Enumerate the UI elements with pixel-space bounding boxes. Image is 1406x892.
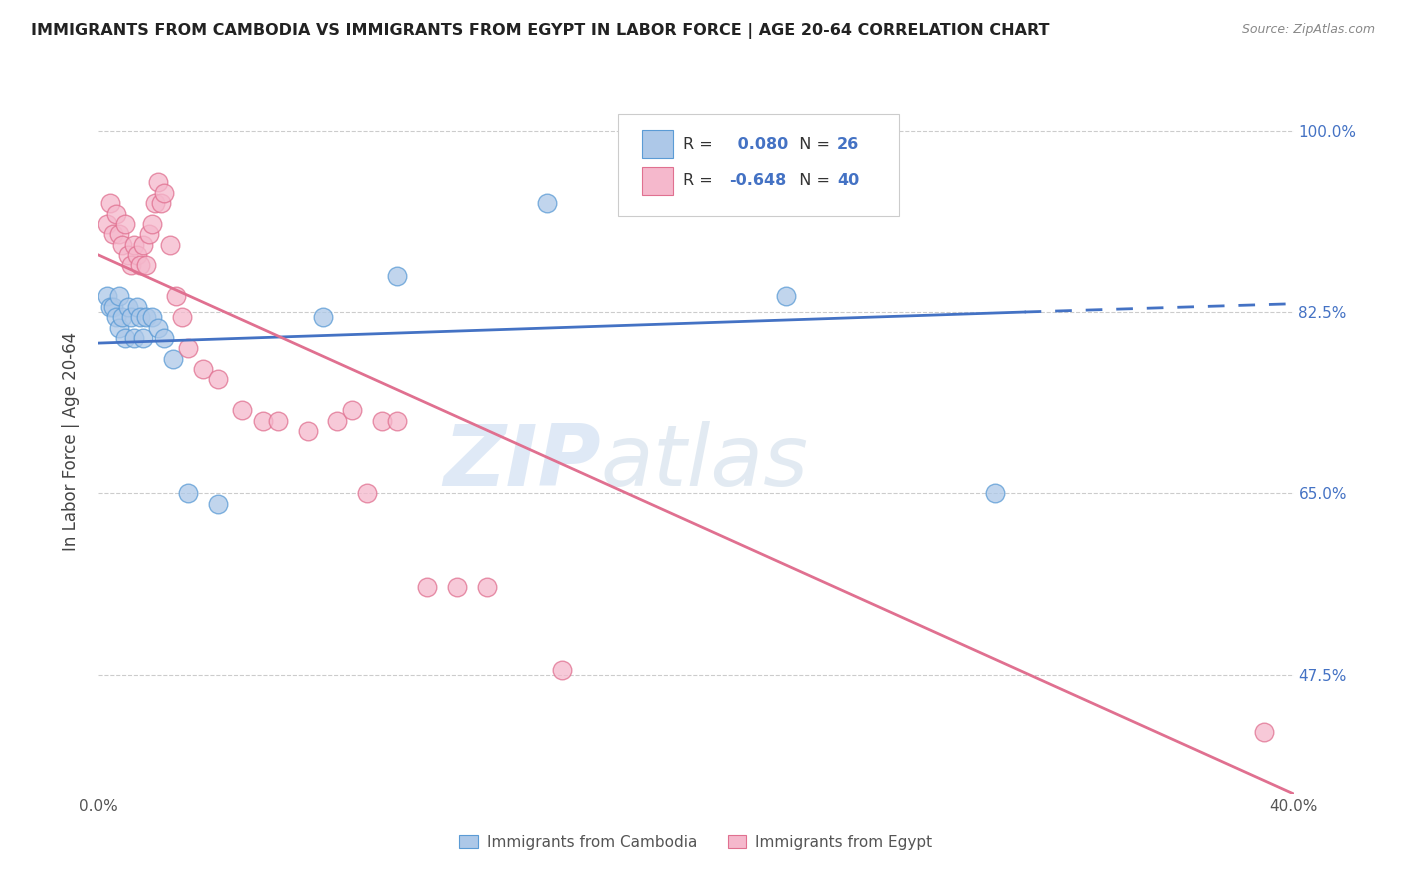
Point — [177, 486, 200, 500]
Point — [207, 497, 229, 511]
Point — [326, 414, 349, 428]
Text: N =: N = — [789, 173, 835, 188]
Point — [124, 237, 146, 252]
Point — [385, 414, 409, 428]
Point — [148, 320, 170, 334]
Point — [342, 403, 364, 417]
Point — [120, 310, 142, 325]
Text: R =: R = — [683, 173, 717, 188]
Point — [114, 217, 136, 231]
FancyBboxPatch shape — [619, 114, 900, 216]
Point — [297, 424, 319, 438]
Point — [141, 310, 163, 325]
Point — [120, 259, 142, 273]
Point — [111, 237, 134, 252]
Point — [127, 300, 149, 314]
Point — [356, 486, 378, 500]
Point — [191, 362, 214, 376]
Point — [103, 227, 125, 242]
Point — [311, 310, 333, 325]
Text: IMMIGRANTS FROM CAMBODIA VS IMMIGRANTS FROM EGYPT IN LABOR FORCE | AGE 20-64 COR: IMMIGRANTS FROM CAMBODIA VS IMMIGRANTS F… — [31, 23, 1049, 39]
Point — [117, 248, 139, 262]
Point — [150, 196, 173, 211]
Point — [177, 341, 200, 355]
Point — [103, 300, 125, 314]
Point — [135, 259, 157, 273]
Point — [129, 259, 152, 273]
Point — [98, 196, 122, 211]
Point — [984, 486, 1007, 500]
Point — [98, 300, 122, 314]
Point — [207, 372, 229, 386]
Point — [138, 227, 160, 242]
Bar — [643, 130, 673, 158]
Text: Source: ZipAtlas.com: Source: ZipAtlas.com — [1241, 23, 1375, 37]
Y-axis label: In Labor Force | Age 20-64: In Labor Force | Age 20-64 — [62, 332, 80, 551]
Text: R =: R = — [683, 136, 717, 152]
Point — [1253, 724, 1275, 739]
Point — [252, 414, 274, 428]
Point — [132, 331, 155, 345]
Point — [105, 206, 128, 220]
Point — [775, 289, 797, 303]
Point — [117, 300, 139, 314]
Point — [385, 268, 409, 283]
Text: 40: 40 — [837, 173, 859, 188]
Point — [127, 248, 149, 262]
Text: atlas: atlas — [600, 421, 808, 504]
Point — [162, 351, 184, 366]
Point — [172, 310, 194, 325]
Point — [105, 310, 128, 325]
Text: ZIP: ZIP — [443, 421, 600, 504]
Point — [153, 186, 176, 200]
Point — [159, 237, 181, 252]
Point — [108, 320, 131, 334]
Point — [96, 289, 118, 303]
Point — [231, 403, 253, 417]
Text: 0.080: 0.080 — [733, 136, 789, 152]
Point — [132, 237, 155, 252]
Point — [371, 414, 394, 428]
Legend: Immigrants from Cambodia, Immigrants from Egypt: Immigrants from Cambodia, Immigrants fro… — [460, 835, 932, 850]
Point — [111, 310, 134, 325]
Point — [141, 217, 163, 231]
Text: 26: 26 — [837, 136, 859, 152]
Point — [475, 580, 498, 594]
Point — [416, 580, 439, 594]
Point — [143, 196, 166, 211]
Text: N =: N = — [789, 136, 835, 152]
Point — [124, 331, 146, 345]
Point — [96, 217, 118, 231]
Point — [114, 331, 136, 345]
Point — [108, 227, 131, 242]
Point — [153, 331, 176, 345]
Point — [148, 176, 170, 190]
Point — [165, 289, 187, 303]
Point — [536, 196, 558, 211]
Bar — [643, 167, 673, 194]
Point — [108, 289, 131, 303]
Point — [267, 414, 290, 428]
Point — [550, 663, 572, 677]
Point — [446, 580, 468, 594]
Text: -0.648: -0.648 — [730, 173, 787, 188]
Point — [135, 310, 157, 325]
Point — [129, 310, 152, 325]
